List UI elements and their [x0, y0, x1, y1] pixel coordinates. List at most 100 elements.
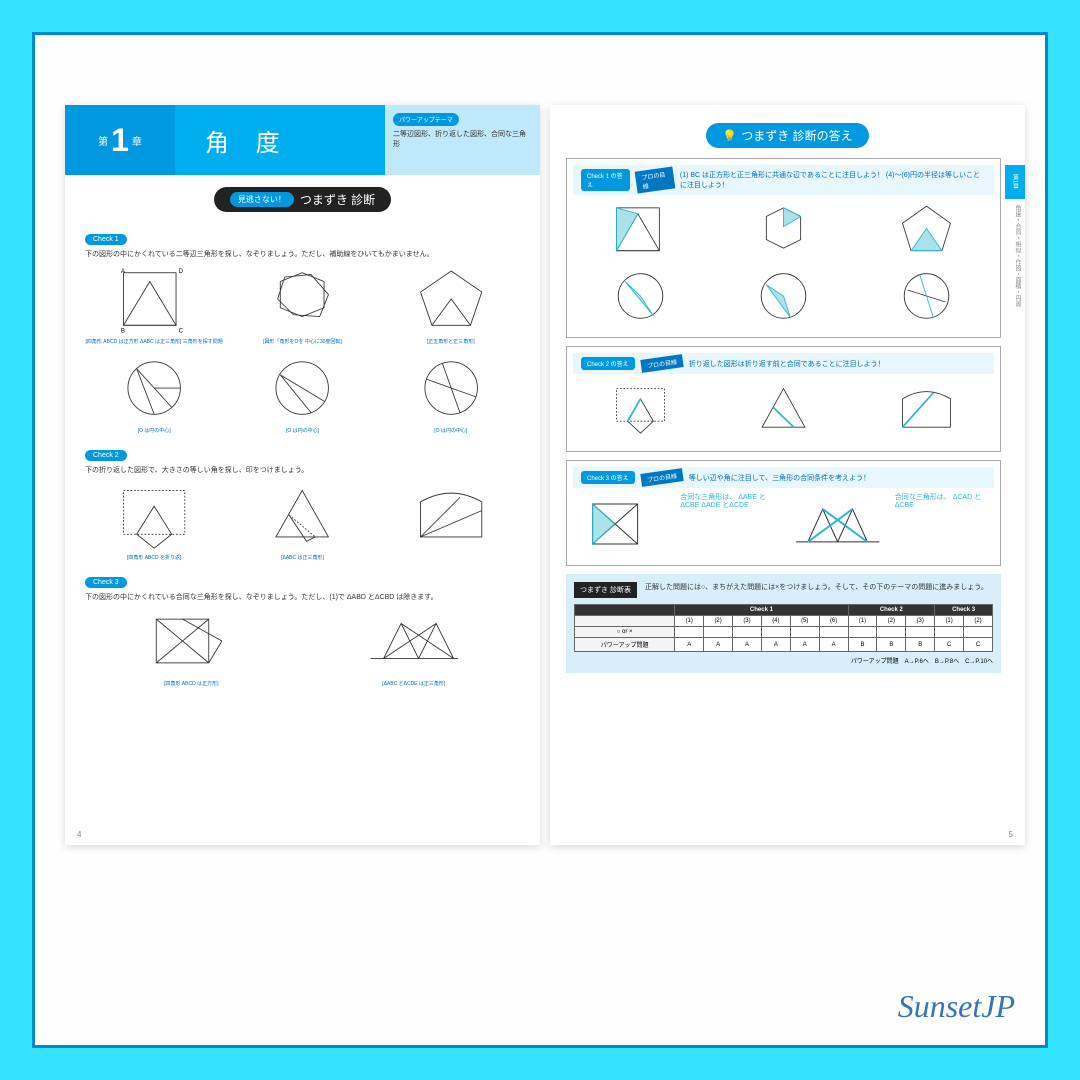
check3-text: 下の図形の中にかくれている合同な三角形を探し、なぞりましょう。ただし、(1)で …	[85, 593, 520, 603]
answer-header: 💡 つまずき 診断の答え	[706, 123, 868, 148]
check3-row: [四角形 ABCD は正方形] [ΔABC とΔCDE は正三角形]	[85, 606, 520, 687]
ans-hex	[716, 201, 851, 266]
sh10: (1)	[935, 616, 964, 627]
ans3-2	[788, 494, 887, 559]
subtitle-text: 二等辺図形、折り返した図形、合同な三角形	[393, 129, 532, 149]
r1c8[interactable]	[877, 627, 906, 638]
hint3-text: 等しい辺や角に注目して、三角形の合同条件を考えよう！	[689, 473, 870, 483]
sub-blank	[575, 616, 675, 627]
hint1-tilt: プロの目線	[634, 166, 675, 193]
left-content: Check 1 下の図形の中にかくれている二等辺三角形を探し、なぞりましょう。た…	[65, 220, 540, 705]
shape-hexagons: [図形「角形をOを 中心に30度回転]	[233, 264, 371, 345]
r2c6: A	[819, 638, 848, 652]
c1-cap2: [図形「角形をOを 中心に30度回転]	[233, 339, 371, 345]
ans3-1	[573, 494, 672, 559]
summary-label: つまずき 診断表	[574, 582, 637, 598]
answer-header-text: つまずき 診断の答え	[741, 127, 852, 144]
r2c3: A	[733, 638, 762, 652]
r2c2: A	[704, 638, 733, 652]
summary-text: 正解した問題には○、まちがえた問題には×をつけましょう。そして、その下のテーマの…	[645, 582, 988, 592]
ans3-cap2: 合同な三角形は、 ΔCAD とΔCBE	[895, 494, 994, 559]
shape-square-triangle: ADBC [四角形 ABCD は正方形 ΔABC は正三角形] 三角形を探す問題	[85, 264, 223, 345]
check2-text: 下の折り返した図形で、大きさの等しい角を探し、印をつけましょう。	[85, 466, 520, 476]
ans-circ1	[573, 266, 708, 331]
shape-circle1: [O は円の中心]	[85, 353, 223, 434]
sh2: (2)	[704, 616, 733, 627]
ans-circ3	[859, 266, 994, 331]
row1-label: ○ or ×	[575, 627, 675, 638]
sh9: (3)	[906, 616, 935, 627]
hint2-tilt: プロの目線	[640, 354, 683, 373]
chapter-title: 角 度	[175, 105, 385, 175]
r1c4[interactable]	[761, 627, 790, 638]
r1c1[interactable]	[675, 627, 704, 638]
check1-section: Check 1 下の図形の中にかくれている二等辺三角形を探し、なぞりましょう。た…	[85, 228, 520, 434]
c1-cap1: [四角形 ABCD は正方形 ΔABC は正三角形] 三角形を探す問題	[85, 339, 223, 345]
shape-cong2: [ΔABC とΔCDE は正三角形]	[308, 606, 521, 687]
ans1-row2	[573, 266, 994, 331]
r1c2[interactable]	[704, 627, 733, 638]
answer2-box: Check 2 の答え プロの目線 折り返した図形は折り返す前と合同であることに…	[566, 346, 1001, 452]
sh8: (2)	[877, 616, 906, 627]
subtitle-badge: パワーアップテーマ	[393, 113, 459, 126]
c1-cap5: [O は円の中心]	[233, 428, 371, 434]
answer1-box: Check 1 の答え プロの目線 (1) BC は正方形と正三角形に共通な辺で…	[566, 158, 1001, 338]
right-page-number: 5	[1009, 830, 1013, 839]
chapter-prefix: 第	[98, 133, 108, 148]
sh7: (1)	[848, 616, 877, 627]
check2-row: [四角形 ABCD を折り返] [ΔABC は正三角形]	[85, 480, 520, 561]
check1-row1: ADBC [四角形 ABCD は正方形 ΔABC は正三角形] 三角形を探す問題…	[85, 264, 520, 345]
summary-table: Check 1 Check 2 Check 3 (1) (2) (3) (4) …	[574, 604, 993, 652]
check1-row2: [O は円の中心] [O は円の中心] [O は円の中心]	[85, 353, 520, 434]
ans3-row: 合同な三角形は、 ΔABE とΔCBE ΔADE とΔCDE 合同な三角形は、 …	[573, 494, 994, 559]
r2c9: B	[906, 638, 935, 652]
c1-cap6: [O は円の中心]	[382, 428, 520, 434]
watermark: SunsetJP	[898, 988, 1015, 1025]
sh5: (5)	[790, 616, 819, 627]
outer-frame: 第 1 章 角 度 パワーアップテーマ 二等辺図形、折り返した図形、合同な三角形…	[32, 32, 1048, 1048]
chapter-suffix: 章	[132, 133, 142, 148]
hint1: Check 1 の答え プロの目線 (1) BC は正方形と正三角形に共通な辺で…	[573, 165, 994, 195]
sh6: (6)	[819, 616, 848, 627]
r1c3[interactable]	[733, 627, 762, 638]
th-blank	[575, 605, 675, 616]
shape-circle3: [O は円の中心]	[382, 353, 520, 434]
r2c4: A	[761, 638, 790, 652]
th-c2: Check 2	[848, 605, 935, 616]
r1c7[interactable]	[848, 627, 877, 638]
shape-fold-tri: [ΔABC は正三角形]	[233, 480, 371, 561]
sh1: (1)	[675, 616, 704, 627]
hint3-label: Check 3 の答え	[581, 471, 635, 484]
r1c9[interactable]	[906, 627, 935, 638]
ans2-3	[859, 380, 994, 445]
bulb-icon: 💡	[722, 129, 737, 143]
side-text: 角度・合同・相似・作図・面積・円周	[1008, 205, 1022, 307]
r2c11: C	[964, 638, 993, 652]
sh4: (4)	[761, 616, 790, 627]
answer3-box: Check 3 の答え プロの目線 等しい辺や角に注目して、三角形の合同条件を考…	[566, 460, 1001, 566]
subtitle-block: パワーアップテーマ 二等辺図形、折り返した図形、合同な三角形	[385, 105, 540, 175]
r2c8: B	[877, 638, 906, 652]
ans2-2	[716, 380, 851, 445]
shape-pentagon: [正五角形と正三角形]	[382, 264, 520, 345]
hint2-label: Check 2 の答え	[581, 357, 635, 370]
sh3: (3)	[733, 616, 762, 627]
r1c6[interactable]	[819, 627, 848, 638]
svg-text:B: B	[121, 327, 125, 334]
c1-cap4: [O は円の中心]	[85, 428, 223, 434]
r1c10[interactable]	[935, 627, 964, 638]
left-page: 第 1 章 角 度 パワーアップテーマ 二等辺図形、折り返した図形、合同な三角形…	[65, 105, 540, 845]
ans-sq	[573, 201, 708, 266]
hint3: Check 3 の答え プロの目線 等しい辺や角に注目して、三角形の合同条件を考…	[573, 467, 994, 488]
r1c11[interactable]	[964, 627, 993, 638]
svg-text:D: D	[179, 268, 184, 275]
ans3-cap1: 合同な三角形は、 ΔABE とΔCBE ΔADE とΔCDE	[680, 494, 779, 559]
ans2-row	[573, 380, 994, 445]
check1-text: 下の図形の中にかくれている二等辺三角形を探し、なぞりましょう。ただし、補助線をひ…	[85, 250, 520, 260]
hint2-text: 折り返した図形は折り返す前と合同であることに注目しよう！	[689, 359, 885, 369]
check1-label: Check 1	[85, 234, 127, 245]
r1c5[interactable]	[790, 627, 819, 638]
sh11: (2)	[964, 616, 993, 627]
svg-text:C: C	[179, 327, 184, 334]
c2-cap1: [四角形 ABCD を折り返]	[85, 555, 223, 561]
